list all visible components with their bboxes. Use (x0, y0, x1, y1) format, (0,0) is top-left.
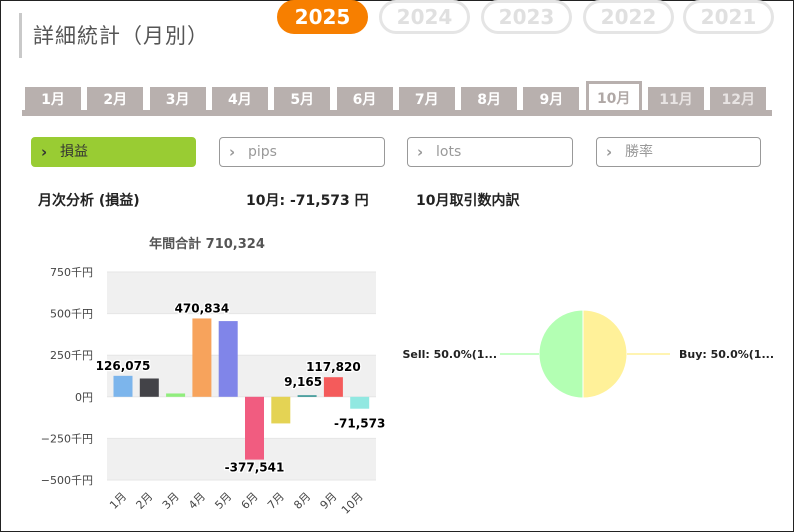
filter-button-label: 損益 (60, 144, 88, 160)
month-tab-9[interactable]: 9月 (523, 87, 580, 114)
filter-button-label: lots (436, 144, 462, 160)
filter-button-label: pips (248, 144, 277, 160)
x-tick-label: 2月 (134, 490, 156, 512)
bar-7 (271, 396, 291, 424)
filter-button-3[interactable]: › lots (407, 137, 573, 167)
plot-band (107, 438, 376, 480)
current-month-summary: 10月: -71,573 円 (246, 193, 369, 209)
pie-slice-buy (582, 309, 628, 399)
filter-button-label: 勝率 (625, 144, 653, 160)
x-tick-label: 7月 (265, 490, 287, 512)
x-tick-label: 9月 (318, 490, 340, 512)
trade-breakdown-pie-chart: Sell: 50.0%(1... Buy: 50.0%(1... (402, 309, 774, 399)
year-tab-2025[interactable]: 2025 (277, 0, 368, 34)
x-tick-label: 6月 (239, 490, 261, 512)
data-label: 117,820 (306, 360, 361, 374)
chart-title: 年間合計 710,324 (149, 236, 265, 252)
month-tab-5[interactable]: 5月 (274, 87, 331, 114)
bar-6 (245, 396, 264, 460)
y-tick-label: 250千円 (50, 349, 93, 362)
x-tick-label: 1月 (107, 490, 129, 512)
bar-3 (166, 393, 186, 397)
pie-label-sell: Sell: 50.0%(1... (402, 348, 497, 361)
trade-breakdown-label: 10月取引数内訳 (416, 193, 520, 209)
month-tab-2[interactable]: 2月 (87, 87, 144, 114)
chevron-right-icon: › (606, 143, 613, 161)
monthly-analysis-label: 月次分析 (損益) (38, 193, 140, 209)
x-tick-label: 4月 (186, 490, 208, 512)
data-label: 470,834 (175, 301, 230, 315)
chevron-right-icon: › (229, 143, 236, 161)
plot-band (107, 272, 376, 314)
month-tab-12[interactable]: 12月 (710, 87, 767, 114)
bar-2 (139, 378, 159, 397)
month-tab-11[interactable]: 11月 (648, 87, 704, 114)
title-accent-bar (19, 13, 22, 58)
data-label: 9,165 (284, 375, 322, 389)
x-tick-label: 3月 (160, 490, 182, 512)
year-tab-2023[interactable]: 2023 (481, 0, 572, 34)
year-tab-2022[interactable]: 2022 (583, 0, 674, 34)
data-label: 126,075 (96, 359, 151, 373)
filter-button-4[interactable]: › 勝率 (596, 137, 761, 167)
y-tick-label: −500千円 (41, 474, 93, 487)
bar-10 (350, 396, 370, 409)
chevron-right-icon: › (41, 143, 48, 161)
pie-slice-sell (538, 309, 584, 399)
month-tab-6[interactable]: 6月 (336, 87, 393, 114)
month-tab-8[interactable]: 8月 (461, 87, 518, 114)
bar-4 (192, 318, 212, 397)
bar-1 (113, 375, 133, 397)
month-tab-4[interactable]: 4月 (211, 87, 268, 114)
x-tick-label: 8月 (291, 490, 313, 512)
y-tick-label: −250千円 (41, 432, 93, 445)
monthly-pl-bar-chart: 750千円 500千円 250千円 0円 −250千円 −500千円 年間合計 710,32… (41, 236, 387, 517)
y-tick-label: 500千円 (50, 308, 93, 321)
month-tab-1[interactable]: 1月 (25, 87, 81, 114)
y-tick-label: 0円 (75, 391, 93, 404)
data-label: -377,541 (225, 461, 285, 475)
x-tick-label: 5月 (212, 490, 234, 512)
bar-8 (297, 395, 317, 397)
x-tick-label: 10月 (339, 490, 366, 517)
filter-button-2[interactable]: › pips (219, 137, 385, 167)
year-tab-2024[interactable]: 2024 (379, 0, 470, 34)
month-tab-7[interactable]: 7月 (398, 87, 455, 114)
page-title: 詳細統計（月別） (33, 24, 209, 48)
bar-9 (323, 377, 343, 397)
y-tick-label: 750千円 (50, 266, 93, 279)
month-tab-strip (22, 110, 772, 116)
filter-button-1[interactable]: › 損益 (31, 137, 196, 167)
bar-5 (218, 321, 238, 397)
data-label: -71,573 (334, 417, 385, 431)
month-tab-3[interactable]: 3月 (149, 87, 206, 114)
year-tab-2021[interactable]: 2021 (683, 0, 774, 34)
pie-label-buy: Buy: 50.0%(1... (679, 348, 774, 361)
chevron-right-icon: › (417, 143, 424, 161)
